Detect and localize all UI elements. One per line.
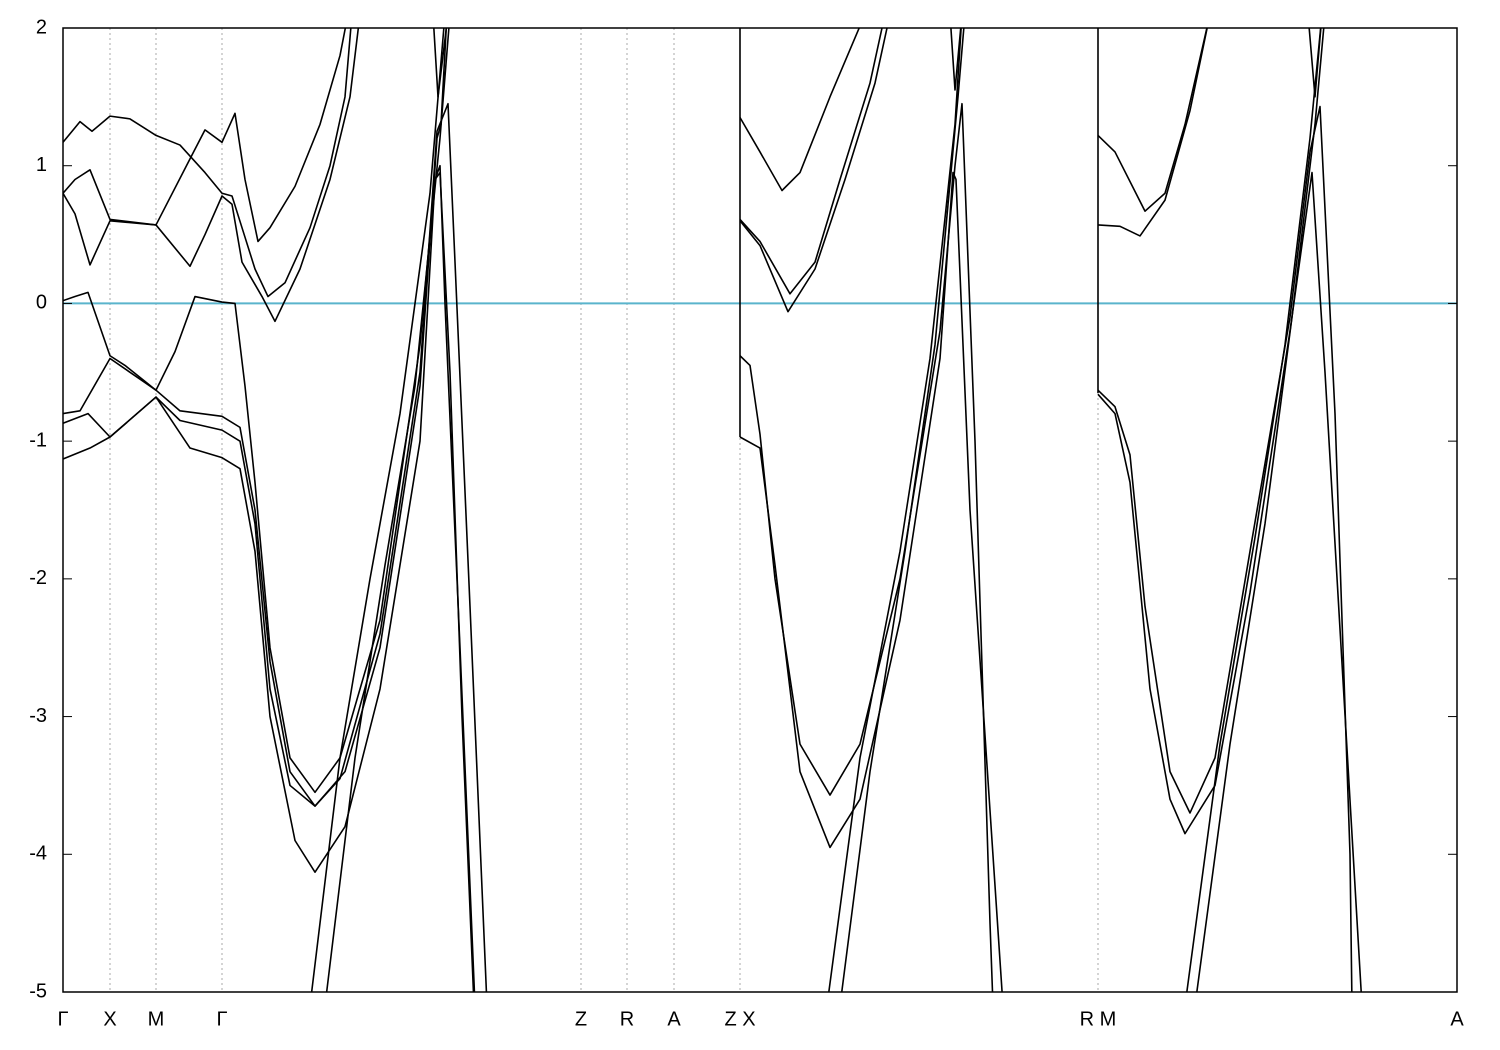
band-line [310,28,445,992]
band-line [840,28,965,992]
grid [62,28,1458,992]
band-line [1097,28,1208,237]
band-line [1308,28,1322,98]
x-tick-label: Γ [57,1008,68,1030]
x-tick-label: X [103,1008,116,1030]
x-tick-label: R M [1080,1008,1117,1030]
band-line [739,102,994,992]
y-tick-label: 2 [36,16,47,38]
band-line [433,28,448,98]
y-tick-label: 0 [36,292,47,314]
band-line [1097,171,1362,992]
x-tick-label: Z X [724,1008,755,1030]
band-line [739,28,888,313]
x-tick-label: A [1450,1008,1464,1030]
band-line [63,102,488,992]
band-line [1186,28,1322,992]
band-line [1196,28,1325,992]
band-line [63,28,448,807]
band-line [63,28,347,243]
band-line [739,28,861,192]
band-line [828,28,962,992]
y-tick-label: -4 [29,843,47,865]
y-tick-label: -5 [29,980,47,1002]
band-line [950,28,962,91]
y-tick-label: 1 [36,154,47,176]
band-line [739,171,1003,992]
x-tick-label: Γ [216,1008,227,1030]
bands [63,28,1457,992]
x-tick-label: M [148,1008,165,1030]
band-line [63,171,475,992]
y-tick-label: -2 [29,567,47,589]
band-line [63,164,476,992]
x-tick-label: A [667,1008,681,1030]
band-line [63,28,360,323]
axes: -5 -4 -3 -2 -1 0 1 2 Γ X M Γ Z R A Z X R M A [29,16,1464,1030]
plot-frame [62,27,1458,993]
band-line [63,28,352,298]
x-tick-label: R [620,1008,634,1030]
band-line [325,28,450,992]
band-line [739,28,883,295]
y-tick-label: -3 [29,705,47,727]
band-line [1097,28,1208,212]
band-line [1097,105,1353,992]
y-tick-label: -1 [29,429,47,451]
x-tick-label: Z [575,1008,587,1030]
